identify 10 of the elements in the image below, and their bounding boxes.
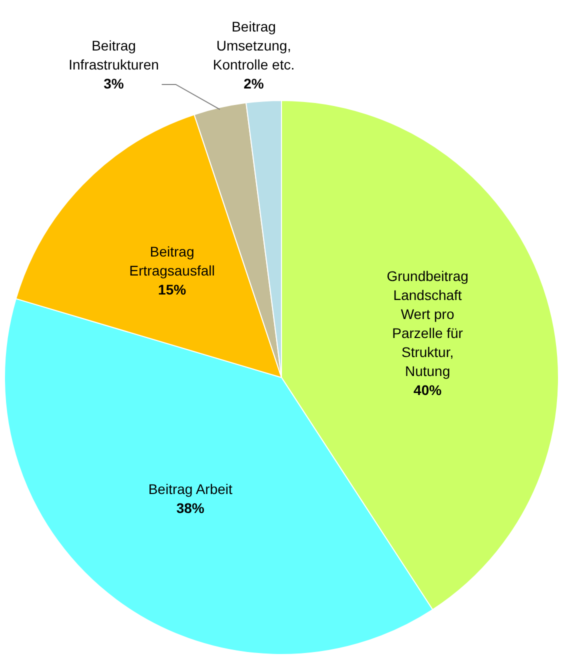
data-label: 40% [414, 382, 442, 398]
slice-label: Grundbeitrag Landschaft Wert pro Parzelle für Struktur, Nutung [386, 268, 468, 380]
data-label: 2% [244, 75, 264, 92]
slice-label: Beitrag Umsetzung, Kontrolle etc. [212, 18, 295, 72]
slice-label: Beitrag Ertragsausfall [129, 243, 215, 278]
data-label: 15% [158, 281, 187, 298]
data-label: 38% [176, 500, 205, 516]
slice-label: Beitrag Infrastrukturen [68, 37, 159, 72]
slice-label: Beitrag Arbeit [148, 480, 233, 497]
data-label: 3% [104, 75, 124, 92]
